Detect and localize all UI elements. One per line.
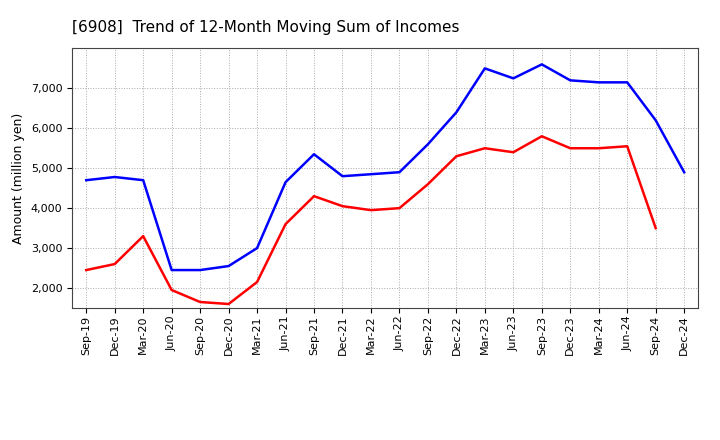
Ordinary Income xyxy=(82,178,91,183)
Ordinary Income xyxy=(196,268,204,273)
Ordinary Income xyxy=(652,117,660,123)
Ordinary Income xyxy=(253,246,261,251)
Net Income xyxy=(253,279,261,285)
Net Income xyxy=(566,146,575,151)
Net Income xyxy=(623,143,631,149)
Ordinary Income xyxy=(680,169,688,175)
Net Income xyxy=(537,134,546,139)
Net Income xyxy=(395,205,404,211)
Net Income xyxy=(452,154,461,159)
Ordinary Income xyxy=(566,78,575,83)
Net Income xyxy=(167,287,176,293)
Ordinary Income xyxy=(423,142,432,147)
Y-axis label: Amount (million yen): Amount (million yen) xyxy=(12,113,25,244)
Text: [6908]  Trend of 12-Month Moving Sum of Incomes: [6908] Trend of 12-Month Moving Sum of I… xyxy=(72,20,459,35)
Ordinary Income xyxy=(480,66,489,71)
Ordinary Income xyxy=(338,173,347,179)
Ordinary Income xyxy=(366,172,375,177)
Line: Net Income: Net Income xyxy=(86,136,656,304)
Net Income xyxy=(310,194,318,199)
Ordinary Income xyxy=(623,80,631,85)
Ordinary Income xyxy=(225,264,233,269)
Net Income xyxy=(480,146,489,151)
Ordinary Income xyxy=(282,180,290,185)
Net Income xyxy=(595,146,603,151)
Net Income xyxy=(225,301,233,307)
Ordinary Income xyxy=(110,174,119,180)
Ordinary Income xyxy=(595,80,603,85)
Ordinary Income xyxy=(537,62,546,67)
Net Income xyxy=(652,225,660,231)
Ordinary Income xyxy=(139,178,148,183)
Net Income xyxy=(196,299,204,304)
Net Income xyxy=(509,150,518,155)
Net Income xyxy=(338,204,347,209)
Line: Ordinary Income: Ordinary Income xyxy=(86,64,684,270)
Net Income xyxy=(139,234,148,239)
Ordinary Income xyxy=(167,268,176,273)
Net Income xyxy=(110,261,119,267)
Net Income xyxy=(366,208,375,213)
Ordinary Income xyxy=(310,152,318,157)
Ordinary Income xyxy=(395,169,404,175)
Net Income xyxy=(423,182,432,187)
Net Income xyxy=(282,221,290,227)
Ordinary Income xyxy=(452,110,461,115)
Ordinary Income xyxy=(509,76,518,81)
Net Income xyxy=(82,268,91,273)
